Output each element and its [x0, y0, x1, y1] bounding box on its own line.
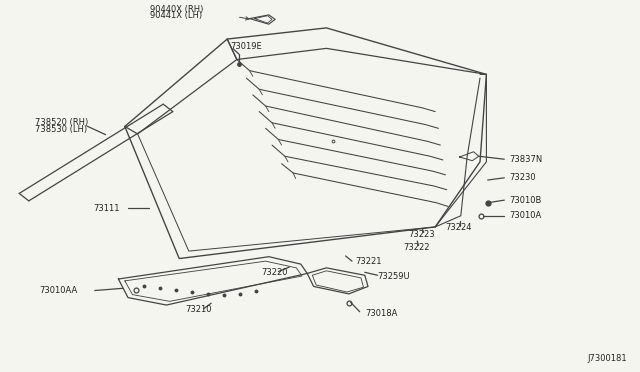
Text: 73837N: 73837N — [509, 155, 542, 164]
Text: 90440X (RH): 90440X (RH) — [150, 5, 204, 14]
Text: 90441X (LH): 90441X (LH) — [150, 11, 202, 20]
Text: 73220: 73220 — [261, 268, 287, 277]
Text: 73223: 73223 — [408, 230, 435, 239]
Text: 73224: 73224 — [445, 223, 471, 232]
Text: 73010AA: 73010AA — [40, 286, 78, 295]
Text: 73210: 73210 — [186, 305, 212, 314]
Text: 73221: 73221 — [355, 257, 381, 266]
Text: 73010B: 73010B — [509, 196, 541, 205]
Text: 73019E: 73019E — [230, 42, 262, 51]
Text: 73018A: 73018A — [365, 309, 397, 318]
Text: 73111: 73111 — [93, 204, 119, 213]
Text: 738530 (LH): 738530 (LH) — [35, 125, 87, 134]
Text: J7300181: J7300181 — [588, 354, 627, 363]
Text: 73222: 73222 — [403, 243, 429, 251]
Text: 738520 (RH): 738520 (RH) — [35, 118, 88, 127]
Text: 73259U: 73259U — [378, 272, 410, 280]
Text: 73230: 73230 — [509, 173, 536, 182]
Text: 73010A: 73010A — [509, 211, 541, 220]
